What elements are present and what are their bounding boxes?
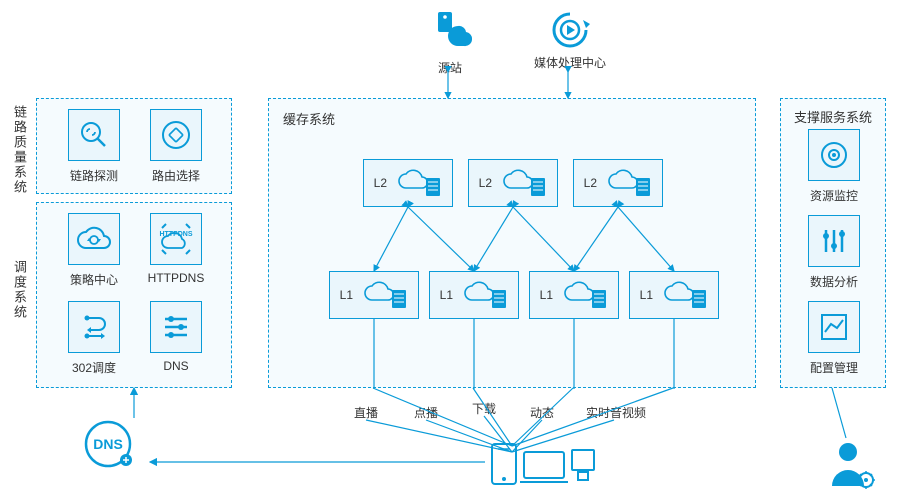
user-line	[0, 0, 899, 500]
